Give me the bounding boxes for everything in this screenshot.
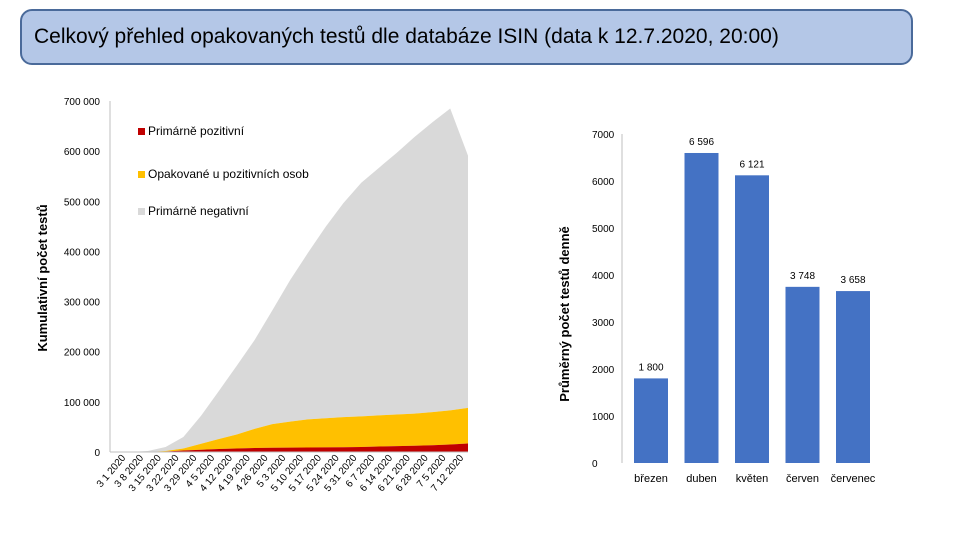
legend-label-1: Opakované u pozitivních osob xyxy=(148,167,309,181)
bar-category-label: červenec xyxy=(831,473,876,485)
legend-label-0: Primárně pozitivní xyxy=(148,124,245,138)
area-series-1 xyxy=(130,407,468,452)
bar-y-tick-label: 7000 xyxy=(592,130,615,141)
bar-y-tick-label: 4000 xyxy=(592,271,615,282)
y-tick-label: 100 000 xyxy=(64,398,101,409)
y-tick-label: 0 xyxy=(94,448,100,459)
area-series-2 xyxy=(130,108,468,453)
y-tick-label: 400 000 xyxy=(64,247,101,258)
bar-category-label: červen xyxy=(786,473,819,485)
bar-category-label: květen xyxy=(736,473,768,485)
y-tick-label: 300 000 xyxy=(64,298,101,309)
bar-y-axis-title: Průměrný počet testů denně xyxy=(557,226,572,402)
legend-swatch-2 xyxy=(138,208,145,215)
bar-1 xyxy=(684,152,719,463)
y-axis-title: Kumulativní počet testů xyxy=(35,204,50,351)
bar-y-tick-label: 3000 xyxy=(592,318,615,329)
legend-swatch-0 xyxy=(138,128,145,135)
bar-3 xyxy=(785,286,820,463)
y-tick-label: 700 000 xyxy=(64,97,101,108)
bar-y-tick-label: 2000 xyxy=(592,365,615,376)
legend-swatch-1 xyxy=(138,171,145,178)
bar-2 xyxy=(735,175,769,464)
bar-y-tick-label: 6000 xyxy=(592,177,615,188)
y-tick-label: 500 000 xyxy=(64,197,101,208)
y-tick-label: 200 000 xyxy=(64,348,101,359)
bar-value-label: 1 800 xyxy=(638,362,663,373)
title-banner: Celkový přehled opakovaných testů dle da… xyxy=(20,9,913,65)
bar-4 xyxy=(836,291,870,463)
bar-category-label: duben xyxy=(686,473,717,485)
bar-y-tick-label: 1000 xyxy=(592,412,615,423)
legend-label-2: Primárně negativní xyxy=(148,204,249,218)
bar-value-label: 6 121 xyxy=(739,159,764,170)
bar-0 xyxy=(634,378,668,463)
bar-value-label: 3 658 xyxy=(840,275,865,286)
bar-value-label: 3 748 xyxy=(790,271,815,282)
y-tick-label: 600 000 xyxy=(64,147,101,158)
bar-category-label: březen xyxy=(634,473,668,485)
bar-y-tick-label: 0 xyxy=(592,459,598,470)
bar-value-label: 6 596 xyxy=(689,137,714,148)
area-series-0 xyxy=(130,443,468,452)
bar-y-tick-label: 5000 xyxy=(592,224,615,235)
page-title: Celkový přehled opakovaných testů dle da… xyxy=(34,25,779,48)
